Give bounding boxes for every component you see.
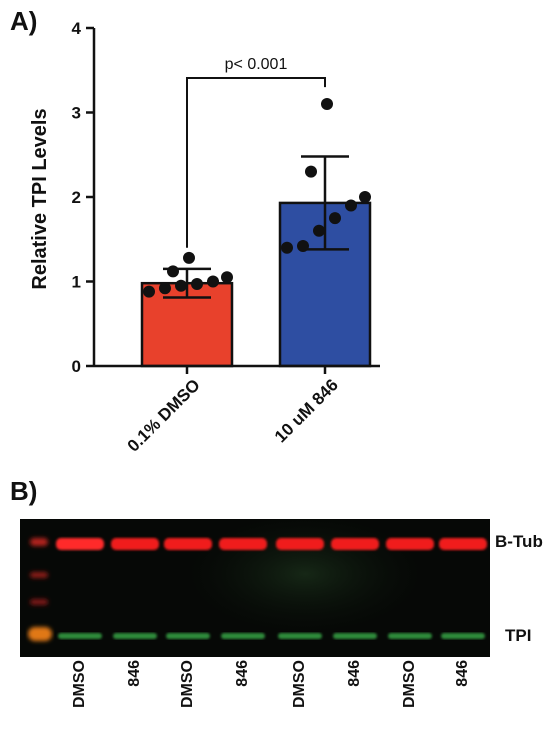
data-point [207, 275, 219, 288]
data-point [329, 212, 341, 225]
data-point [345, 199, 357, 212]
data-point [159, 282, 171, 295]
data-point [359, 191, 371, 203]
band-label-tpi: TPI [505, 626, 532, 645]
lane-label: DMSO [179, 660, 196, 708]
btub-band [111, 538, 159, 550]
y-tick-label: 1 [72, 273, 81, 292]
bar-chart: 0 1 2 3 4 Relative TPI Levels 0.1% DMSO 10 uM 8… [29, 19, 380, 456]
btub-band [164, 538, 212, 550]
lane-label: 846 [126, 660, 143, 687]
y-tick-label: 3 [72, 104, 81, 123]
y-axis-label: Relative TPI Levels [29, 108, 51, 289]
p-value-annotation: p< 0.001 [225, 56, 288, 73]
data-point [143, 285, 155, 298]
x-tick-label: 10 uM 846 [271, 375, 342, 446]
lane-label: 846 [346, 660, 363, 687]
btub-band [219, 538, 267, 550]
panel-b-label: B) [10, 476, 38, 506]
data-point [313, 224, 325, 237]
data-point [175, 279, 187, 292]
y-tick-label: 2 [72, 188, 81, 207]
band-label-btub: B-Tub [495, 532, 543, 551]
btub-band [276, 538, 324, 550]
panel-a-label: A) [10, 6, 38, 36]
data-point [321, 98, 333, 111]
btub-band [439, 538, 487, 550]
y-tick-label: 4 [72, 19, 82, 38]
tpi-band [278, 633, 322, 639]
background-haze [185, 519, 425, 634]
btub-band [386, 538, 434, 550]
lane-label: DMSO [401, 660, 418, 708]
significance-bracket [186, 77, 326, 248]
btub-band [56, 538, 104, 550]
tpi-band [58, 633, 102, 639]
x-tick-label: 0.1% DMSO [124, 375, 204, 455]
y-tick-label: 0 [72, 357, 81, 376]
data-point [281, 241, 293, 254]
lane-label: 846 [454, 660, 471, 687]
tpi-band [333, 633, 377, 639]
tpi-band [388, 633, 432, 639]
data-point [297, 240, 309, 253]
data-point [167, 265, 179, 278]
protein-ladder [28, 538, 52, 641]
lane-label: DMSO [291, 660, 308, 708]
btub-band [331, 538, 379, 550]
lane-label: 846 [234, 660, 251, 687]
lane-label: DMSO [71, 660, 88, 708]
tpi-band [221, 633, 265, 639]
data-point [221, 271, 233, 284]
tpi-band [166, 633, 210, 639]
tpi-band [441, 633, 485, 639]
western-blot [20, 519, 490, 657]
data-point [183, 251, 195, 264]
blot-image [20, 519, 490, 657]
data-point [191, 278, 203, 291]
data-point [305, 165, 317, 178]
tpi-band [113, 633, 157, 639]
